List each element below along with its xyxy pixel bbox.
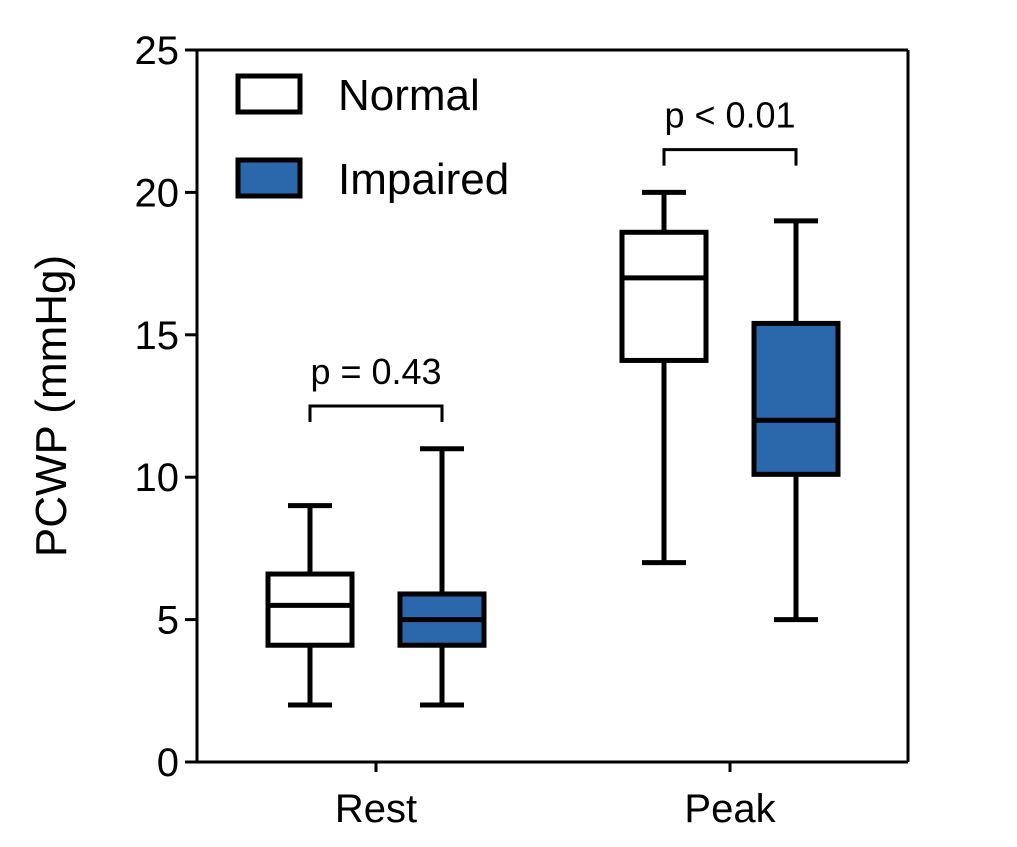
- x-tick-label: Rest: [335, 787, 417, 831]
- iqr-box: [619, 229, 709, 363]
- legend-label: Impaired: [338, 155, 509, 204]
- significance-bracket: [308, 404, 444, 422]
- y-tick-label: 5: [157, 599, 179, 643]
- y-tick-label: 25: [135, 29, 180, 73]
- legend-entry-impaired: Impaired: [235, 155, 509, 204]
- box-impaired-peak: [751, 218, 841, 623]
- significance-bracket: [662, 148, 798, 166]
- p-value-label: p = 0.43: [310, 351, 441, 392]
- iqr-box: [265, 571, 355, 648]
- iqr-box: [751, 320, 841, 477]
- y-tick-label: 0: [157, 741, 179, 785]
- legend-swatch: [235, 157, 303, 199]
- y-axis-label: PCWP (mmHg): [27, 255, 76, 557]
- legend-layer: Normal Impaired: [235, 71, 509, 204]
- legend-entry-normal: Normal: [235, 71, 480, 120]
- box-normal-rest: [265, 503, 355, 708]
- boxes-layer: [265, 189, 841, 708]
- legend-swatch: [235, 73, 303, 115]
- y-tick-label: 20: [135, 171, 180, 215]
- significance-annotation: p < 0.01: [662, 95, 798, 166]
- annotation-layer: p = 0.43 p < 0.01: [308, 95, 798, 422]
- axes-layer: 0 5 10 15 20 25 Rest Peak: [135, 29, 910, 831]
- legend-label: Normal: [338, 71, 480, 120]
- p-value-label: p < 0.01: [664, 95, 795, 136]
- box-normal-peak: [619, 189, 709, 566]
- y-tick-label: 10: [135, 456, 180, 500]
- x-tick-label: Peak: [684, 787, 776, 831]
- box-impaired-rest: [397, 446, 487, 708]
- y-tick-label: 15: [135, 314, 180, 358]
- significance-annotation: p = 0.43: [308, 351, 444, 422]
